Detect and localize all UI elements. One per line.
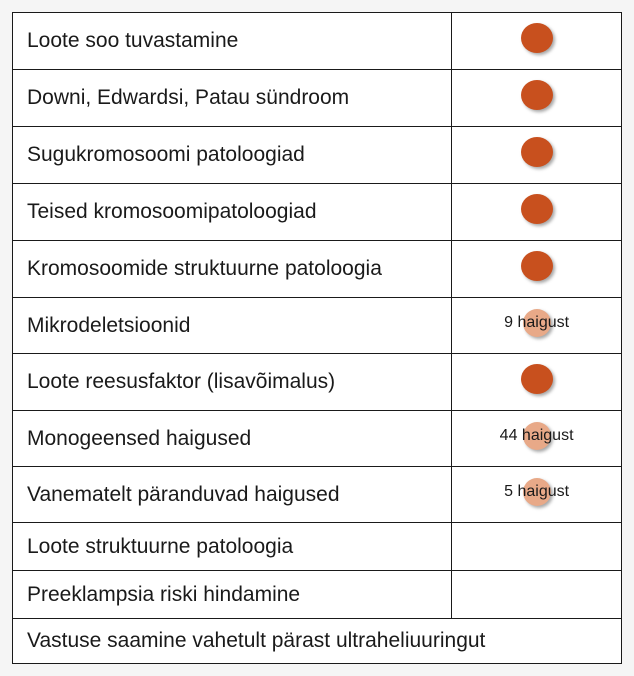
table-row: Teised kromosoomipatoloogiad (13, 184, 622, 241)
feature-status (452, 13, 622, 70)
status-dot-icon (521, 80, 553, 110)
feature-label: Teised kromosoomipatoloogiad (13, 184, 452, 241)
status-dot-icon (521, 251, 553, 281)
feature-status (452, 70, 622, 127)
feature-status (452, 523, 622, 571)
feature-label: Monogeensed haigused (13, 411, 452, 467)
status-dot-icon (521, 194, 553, 224)
feature-label: Kromosoomide struktuurne patoloogia (13, 241, 452, 298)
status-dot-icon (521, 137, 553, 167)
status-wrap: 44 haigust (492, 421, 582, 451)
feature-status (452, 127, 622, 184)
status-dot-icon (521, 364, 553, 394)
feature-status (452, 354, 622, 411)
feature-status: 44 haigust (452, 411, 622, 467)
table-row: Loote reesusfaktor (lisavõimalus) (13, 354, 622, 411)
table-row: Loote soo tuvastamine (13, 13, 622, 70)
status-wrap: 9 haigust (492, 308, 582, 338)
table-row: Loote struktuurne patoloogia (13, 523, 622, 571)
feature-label: Mikrodeletsioonid (13, 298, 452, 354)
features-table: Loote soo tuvastamineDowni, Edwardsi, Pa… (12, 12, 622, 664)
table-row: Sugukromosoomi patoloogiad (13, 127, 622, 184)
table-row: Downi, Edwardsi, Patau sündroom (13, 70, 622, 127)
status-wrap: 5 haigust (492, 477, 582, 507)
feature-status: 5 haigust (452, 467, 622, 523)
feature-status: 9 haigust (452, 298, 622, 354)
status-overlay-text: 9 haigust (504, 314, 569, 332)
status-dot-icon (521, 23, 553, 53)
feature-status (452, 241, 622, 298)
footer-text: Vastuse saamine vahetult pärast ultrahel… (13, 619, 622, 664)
feature-label: Loote reesusfaktor (lisavõimalus) (13, 354, 452, 411)
feature-label: Loote struktuurne patoloogia (13, 523, 452, 571)
feature-status (452, 184, 622, 241)
feature-label: Vanematelt päranduvad haigused (13, 467, 452, 523)
feature-label: Sugukromosoomi patoloogiad (13, 127, 452, 184)
status-overlay-text: 44 haigust (500, 427, 574, 445)
feature-status (452, 571, 622, 619)
table-row: Preeklampsia riski hindamine (13, 571, 622, 619)
table-row: Monogeensed haigused 44 haigust (13, 411, 622, 467)
table-row: Mikrodeletsioonid 9 haigust (13, 298, 622, 354)
feature-label: Downi, Edwardsi, Patau sündroom (13, 70, 452, 127)
feature-label: Preeklampsia riski hindamine (13, 571, 452, 619)
table-footer-row: Vastuse saamine vahetult pärast ultrahel… (13, 619, 622, 664)
status-overlay-text: 5 haigust (504, 483, 569, 501)
table-row: Kromosoomide struktuurne patoloogia (13, 241, 622, 298)
feature-label: Loote soo tuvastamine (13, 13, 452, 70)
table-row: Vanematelt päranduvad haigused 5 haigust (13, 467, 622, 523)
